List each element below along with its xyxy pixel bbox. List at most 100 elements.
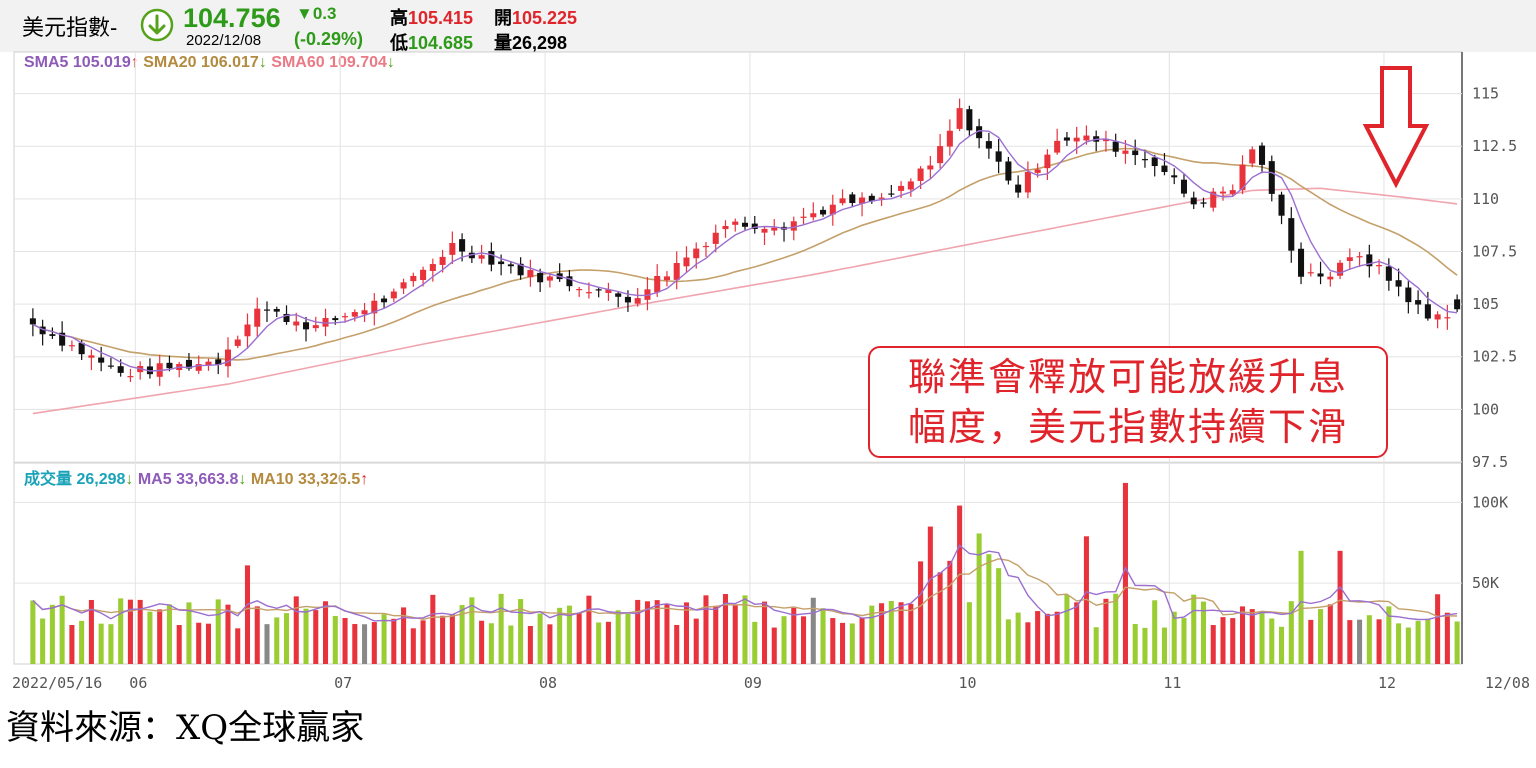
candle-body xyxy=(751,223,758,230)
candle-body xyxy=(839,198,846,204)
candle-body xyxy=(1307,272,1314,274)
candle-body xyxy=(1298,248,1305,277)
volume-bar xyxy=(644,601,650,664)
candle-body xyxy=(888,193,895,195)
candle-body xyxy=(1083,135,1090,141)
candle-body xyxy=(1102,138,1109,142)
annotation-box: 聯準會釋放可能放緩升息 幅度，美元指數持續下滑 xyxy=(868,346,1388,458)
volume: 量26,298 xyxy=(494,29,567,55)
candle-body xyxy=(98,357,105,363)
volume-bar xyxy=(108,624,114,664)
candle-body xyxy=(293,321,300,326)
price-change-pct: (-0.29%) xyxy=(294,29,364,49)
high-value: 105.415 xyxy=(408,8,474,28)
volume-bar xyxy=(732,604,738,664)
candle-body xyxy=(342,316,349,318)
volume-bar xyxy=(1005,619,1011,664)
x-tick-label: 09 xyxy=(744,674,762,692)
candle-body xyxy=(985,141,992,149)
volume-bar xyxy=(49,604,55,664)
volume-bar xyxy=(430,594,436,664)
volume-bar xyxy=(1210,625,1216,664)
volume-bar xyxy=(1376,619,1382,664)
volume-bar xyxy=(176,625,182,664)
volume-bar xyxy=(401,607,407,664)
legend-sma20: SMA20 106.017 xyxy=(143,54,259,71)
candle-body xyxy=(722,225,729,230)
volume-bar xyxy=(869,605,875,664)
candle-body xyxy=(1005,161,1012,181)
volume-bar xyxy=(791,607,797,664)
volume-bar xyxy=(713,605,719,664)
legend-sma60: SMA60 109.704 xyxy=(271,54,387,71)
y-tick-label: 115 xyxy=(1472,85,1499,103)
candle-body xyxy=(302,322,310,330)
volume-bar xyxy=(1239,606,1246,664)
candle-body xyxy=(683,257,690,267)
candle-body xyxy=(878,197,885,199)
volume-bar xyxy=(908,603,914,664)
volume-bar xyxy=(576,613,582,664)
x-tick-label: 12 xyxy=(1378,674,1396,692)
volume-bar xyxy=(342,618,348,664)
candle-body xyxy=(1385,266,1392,281)
volume-bar xyxy=(635,599,641,664)
volume-bar xyxy=(488,623,494,664)
volume-bar xyxy=(323,601,329,664)
candle-body xyxy=(1268,161,1275,194)
candle-body xyxy=(166,362,173,369)
candle-body xyxy=(937,146,944,164)
volume-bar xyxy=(683,602,689,664)
candle-body xyxy=(917,168,924,181)
candle-body xyxy=(829,204,836,215)
volume-bar xyxy=(1220,617,1226,664)
candle-body xyxy=(1454,299,1461,310)
candle-body xyxy=(634,298,641,304)
candle-body xyxy=(673,263,680,280)
y-tick-label: 110 xyxy=(1472,190,1499,208)
candle-body xyxy=(1405,287,1412,303)
volume-bar xyxy=(1366,615,1372,664)
candle-body xyxy=(332,318,339,321)
candle-body xyxy=(1424,304,1431,319)
volume-bar xyxy=(840,622,846,664)
candle-body xyxy=(1161,165,1168,172)
candle-body xyxy=(400,282,407,289)
volume-bar xyxy=(225,604,231,664)
sma5-line xyxy=(32,129,1458,372)
volume-bar xyxy=(674,624,680,664)
volume-bar xyxy=(625,613,631,664)
volume-bar xyxy=(1161,627,1167,664)
legend-volume-arrow: ↓ xyxy=(125,471,134,488)
volume-bar xyxy=(742,595,748,664)
source-caption: 資料來源：XQ全球贏家 xyxy=(6,708,365,748)
legend-vol-ma10: MA10 33,326.5 xyxy=(250,471,361,488)
candle-body xyxy=(946,130,953,147)
volume-bar xyxy=(479,620,485,664)
volume-bar xyxy=(1122,482,1128,664)
candle-body xyxy=(1122,150,1129,154)
open-label: 開 xyxy=(494,8,512,28)
volume-bar xyxy=(1318,609,1324,664)
candle-body xyxy=(1376,265,1383,267)
volume-bar xyxy=(215,599,221,664)
volume-bar xyxy=(1152,600,1158,664)
candle-body xyxy=(1073,137,1080,142)
symbol-name: 美元指數- xyxy=(22,15,118,40)
candle-body xyxy=(273,308,280,312)
volume-bar xyxy=(508,625,514,664)
volume-bar xyxy=(1454,621,1460,664)
volume-bar xyxy=(137,599,143,664)
candle-body xyxy=(351,312,358,317)
volume-bar xyxy=(274,617,280,664)
candle-body xyxy=(1034,169,1041,173)
candle-body xyxy=(39,326,46,335)
candle-body xyxy=(254,308,261,327)
volume-bar xyxy=(1298,550,1304,664)
candle-body xyxy=(244,324,251,337)
volume-bar xyxy=(1025,622,1031,664)
candle-body xyxy=(966,109,973,131)
candle-body xyxy=(263,309,271,311)
candle-body xyxy=(654,276,661,293)
volume-bar xyxy=(547,624,553,664)
